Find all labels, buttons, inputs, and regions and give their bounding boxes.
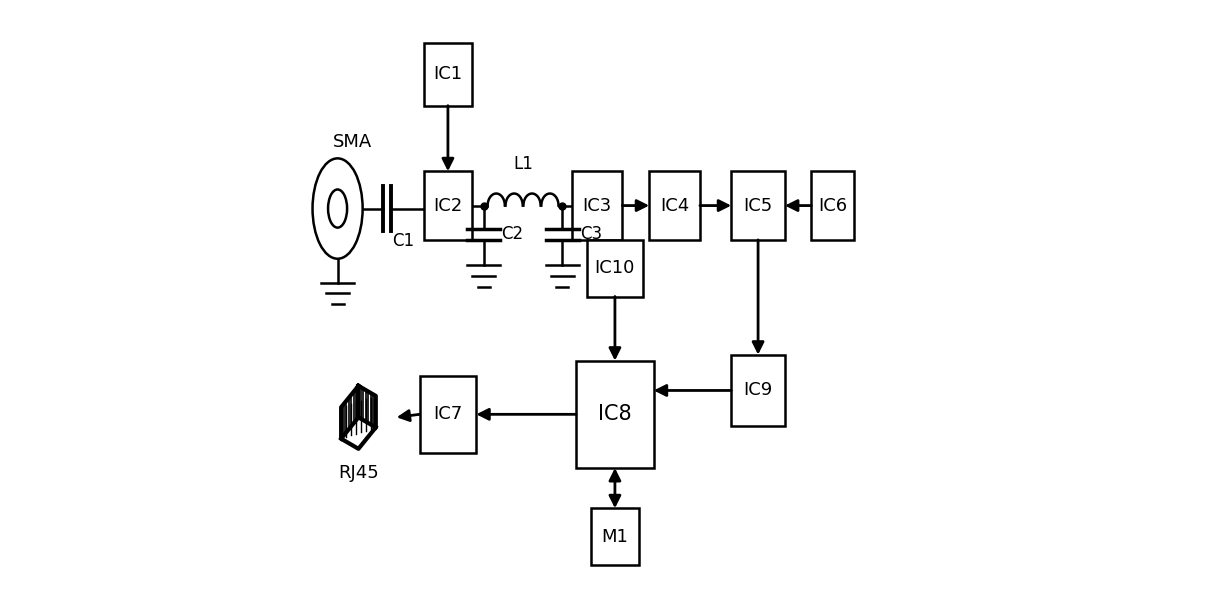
Text: M1: M1 [602, 527, 628, 545]
Text: RJ45: RJ45 [338, 464, 379, 482]
Text: SMA: SMA [333, 133, 373, 151]
Text: IC10: IC10 [595, 259, 636, 277]
Text: IC8: IC8 [598, 405, 632, 424]
FancyBboxPatch shape [731, 172, 785, 240]
Text: IC1: IC1 [433, 66, 462, 83]
Text: IC5: IC5 [743, 197, 773, 214]
Text: C2: C2 [502, 225, 523, 243]
FancyBboxPatch shape [576, 361, 654, 468]
Text: C3: C3 [580, 225, 603, 243]
FancyBboxPatch shape [425, 172, 472, 240]
Polygon shape [341, 386, 376, 449]
Text: IC6: IC6 [818, 197, 847, 214]
Text: C1: C1 [392, 232, 414, 250]
Text: IC9: IC9 [743, 382, 773, 400]
Text: IC2: IC2 [433, 197, 463, 214]
FancyBboxPatch shape [425, 43, 472, 106]
Text: IC7: IC7 [433, 405, 463, 423]
FancyBboxPatch shape [586, 240, 643, 297]
FancyBboxPatch shape [731, 355, 785, 426]
Text: IC4: IC4 [660, 197, 689, 214]
FancyBboxPatch shape [420, 376, 476, 453]
FancyBboxPatch shape [572, 172, 622, 240]
FancyBboxPatch shape [591, 508, 639, 565]
Text: L1: L1 [513, 155, 533, 173]
FancyBboxPatch shape [812, 172, 854, 240]
Text: IC3: IC3 [582, 197, 611, 214]
FancyBboxPatch shape [649, 172, 699, 240]
